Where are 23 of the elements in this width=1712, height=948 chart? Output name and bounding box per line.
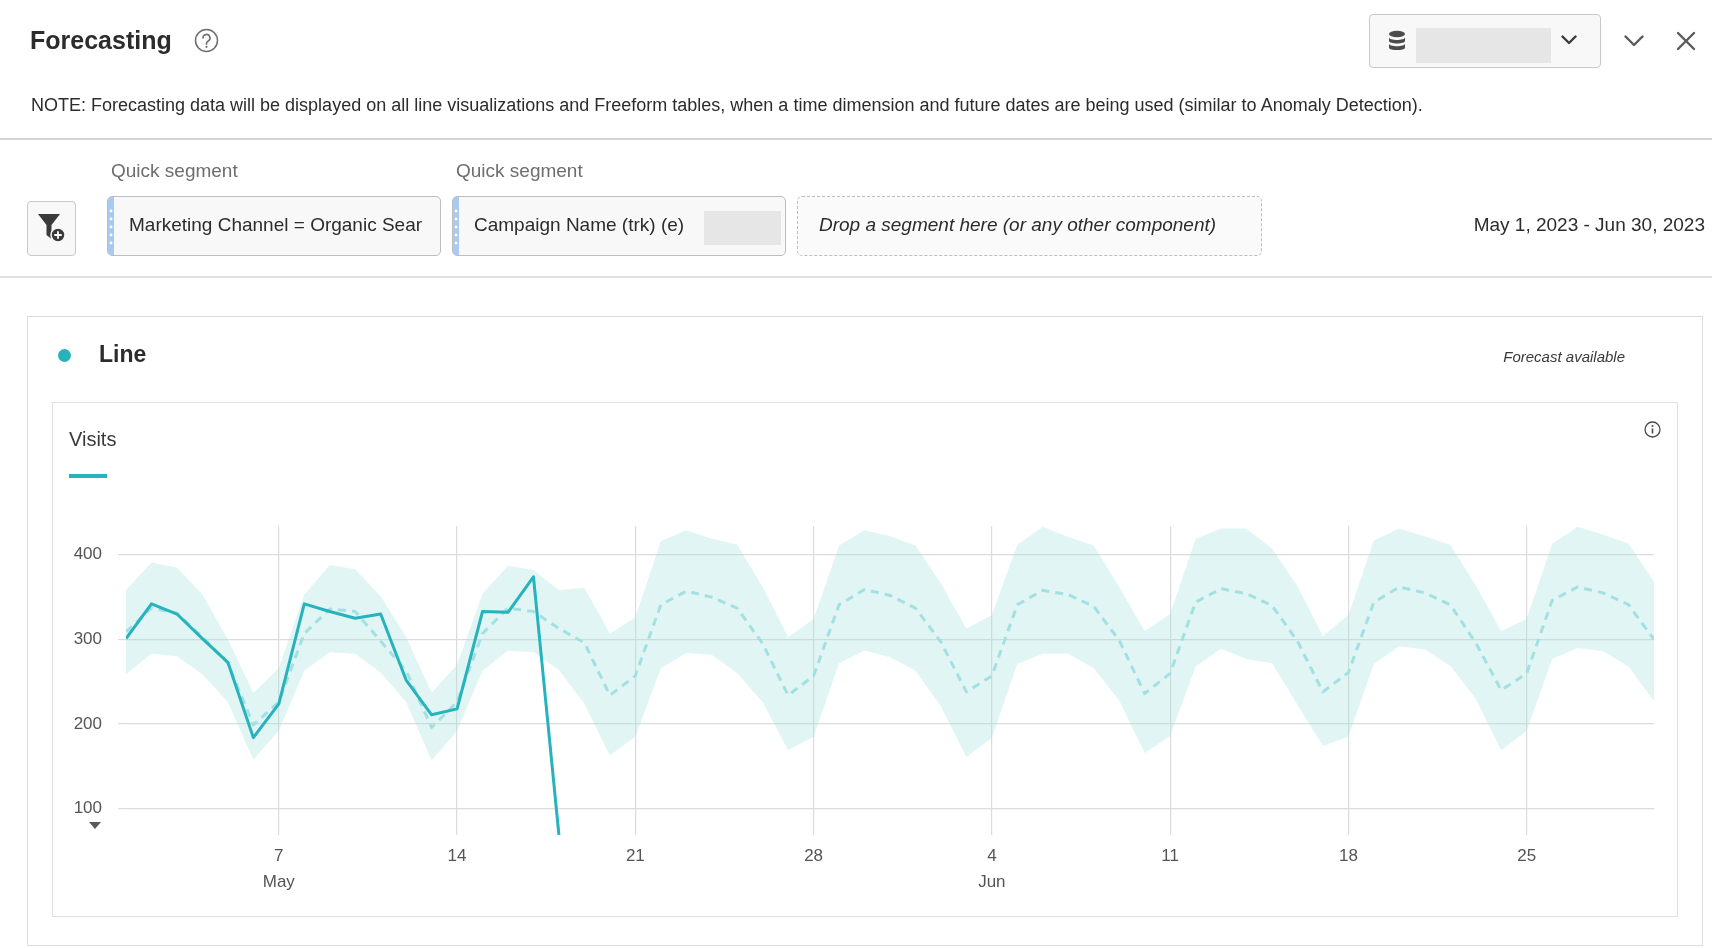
y-tick-label: 200: [73, 713, 102, 733]
text: Quick segment: [111, 160, 238, 183]
text: Visits: [69, 427, 117, 451]
x-tick-label: 25: [1517, 846, 1537, 866]
text: Campaign Name (trk) (e): [474, 214, 685, 237]
x-tick-label: 14: [447, 846, 467, 866]
text: May 1, 2023 - Jun 30, 2023: [1473, 214, 1705, 237]
chart-subtitle: NOTE: Forecasting data will be displayed on all line visualizations and Freeform tables, when a time dimension and future dates are being used (similar to Anomaly Detection).: [31, 95, 1423, 117]
y-tick-label: 300: [73, 629, 102, 649]
text: Quick segment: [456, 160, 583, 183]
x-tick-label: 28: [804, 846, 824, 866]
text: Line: [99, 341, 147, 369]
text: Marketing Channel = Organic Sear: [129, 214, 423, 237]
x-tick-label: 18: [1338, 846, 1358, 866]
text: Forecast available: [1503, 348, 1625, 366]
chart-title: Forecasting: [30, 25, 172, 55]
x-tick-label: 11: [1161, 846, 1179, 866]
x-tick-label: 4 Jun: [978, 846, 1006, 891]
x-tick-label: 21: [625, 846, 645, 866]
x-tick-label: 7 May: [262, 846, 296, 891]
y-tick-label: 100: [73, 798, 102, 818]
y-tick-label: 400: [73, 544, 102, 564]
text: Drop a segment here (or any other component): [819, 214, 1217, 237]
